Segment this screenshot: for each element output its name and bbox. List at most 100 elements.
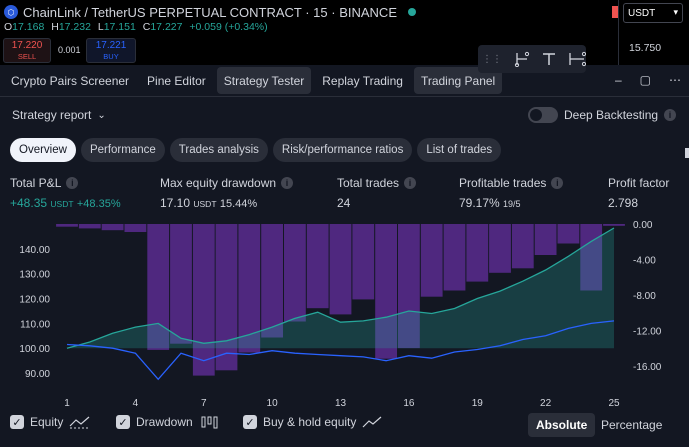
high-value: 17.232 <box>58 21 91 33</box>
tab-strategy-tester[interactable]: Strategy Tester <box>216 67 312 94</box>
text-tool-icon[interactable] <box>542 51 556 67</box>
sell-label: SELL <box>17 52 37 61</box>
chart-legend: ✓ Equity ✓ Drawdown ✓ Buy & hold equity … <box>0 412 689 438</box>
tab-risk-performance-ratios[interactable]: Risk/performance ratios <box>272 138 413 162</box>
equity-line <box>66 227 615 349</box>
left-axis-tick: 120.00 <box>19 295 50 306</box>
buy-label: BUY <box>103 52 119 61</box>
drawdown-bar <box>603 224 625 226</box>
legend-drawdown[interactable]: ✓ Drawdown <box>116 415 221 429</box>
tab-pine-editor[interactable]: Pine Editor <box>147 73 206 88</box>
legend-buy-hold[interactable]: ✓ Buy & hold equity <box>243 415 384 429</box>
drawdown-bar <box>261 224 283 338</box>
x-axis-tick: 25 <box>608 398 620 409</box>
currency-select[interactable]: USDT ▾ <box>623 3 683 23</box>
scrollbar-thumb[interactable] <box>685 148 689 158</box>
drawdown-bar <box>489 224 511 273</box>
close-value: 17.227 <box>150 21 183 33</box>
metric-profit-factor: Profit factor 2.798 <box>608 176 670 210</box>
x-axis-tick: 19 <box>472 398 484 409</box>
drawdown-bar <box>284 224 306 322</box>
drawdown-checkbox[interactable]: ✓ <box>116 415 130 429</box>
info-icon[interactable]: i <box>66 177 79 189</box>
buy-button[interactable]: 17.221 BUY <box>86 38 136 63</box>
report-title: Strategy report <box>12 108 92 122</box>
chevron-down-icon: ▾ <box>673 7 678 17</box>
metric-total-pnl: Total P&L i +48.35 USDT +48.35% <box>10 176 121 210</box>
drawdown-bar <box>238 224 261 353</box>
bar-series-icon <box>201 416 218 429</box>
tab-trades-analysis[interactable]: Trades analysis <box>169 138 268 162</box>
tab-performance[interactable]: Performance <box>80 138 165 162</box>
absolute-button[interactable]: Absolute <box>528 413 596 437</box>
drawdown-bar <box>466 224 489 282</box>
report-subtabs: Overview Performance Trades analysis Ris… <box>10 138 502 162</box>
drag-handle-icon[interactable]: ⋮⋮ <box>482 53 502 65</box>
tab-replay-trading[interactable]: Replay Trading <box>322 73 403 88</box>
buy-hold-line <box>66 320 615 381</box>
tab-crypto-pairs-screener[interactable]: Crypto Pairs Screener <box>11 73 130 88</box>
drawdown-bar <box>420 224 443 297</box>
equity-area <box>67 228 614 349</box>
equity-chart[interactable]: 140.00 130.00 120.00 110.00 100.00 90.00 0.00 -… <box>0 216 689 412</box>
price-marker <box>612 6 618 18</box>
x-axis-tick: 22 <box>540 398 552 409</box>
strategy-report-dropdown[interactable]: Strategy report ⌄ <box>12 108 106 122</box>
drawdown-bar <box>443 224 466 291</box>
collapse-panel-icon[interactable]: – <box>614 73 622 87</box>
toggle-knob <box>530 109 542 121</box>
buy-price: 17.221 <box>95 40 127 51</box>
drawdown-bar <box>557 224 580 244</box>
drawdown-bar <box>398 224 420 349</box>
sell-button[interactable]: 17.220 SELL <box>3 38 51 63</box>
left-axis-tick: 100.00 <box>19 344 50 355</box>
deep-backtesting-toggle[interactable] <box>528 107 558 123</box>
left-axis-tick: 90.00 <box>25 369 50 380</box>
drawdown-bar <box>352 224 375 300</box>
open-value: 17.168 <box>12 21 45 33</box>
chainlink-logo-icon: ⬡ <box>4 5 18 19</box>
tab-list-of-trades[interactable]: List of trades <box>417 138 502 162</box>
more-options-icon[interactable]: ⋯ <box>669 73 681 87</box>
line-series-icon <box>362 416 382 428</box>
equity-checkbox[interactable]: ✓ <box>10 415 24 429</box>
chevron-down-icon: ⌄ <box>97 109 106 121</box>
chart-header: ⬡ ChainLink / TetherUS PERPETUAL CONTRAC… <box>0 0 689 65</box>
area-series-icon <box>69 416 91 429</box>
x-axis-tick: 10 <box>267 398 279 409</box>
info-icon[interactable]: i <box>664 109 677 121</box>
drawdown-bar <box>192 224 215 376</box>
right-axis-tick: -4.00 <box>633 256 656 267</box>
right-axis-tick: -8.00 <box>633 291 656 302</box>
panel-divider <box>0 96 689 97</box>
drawdown-bar <box>56 224 78 227</box>
buy-hold-checkbox[interactable]: ✓ <box>243 415 257 429</box>
drawdown-bar <box>170 224 192 344</box>
drawdown-bar <box>534 224 557 255</box>
panel-window-actions: – ▢ ⋯ <box>615 73 681 87</box>
info-icon[interactable]: i <box>551 177 564 189</box>
price-scale[interactable]: USDT ▾ 15.750 <box>618 0 689 65</box>
info-icon[interactable]: i <box>281 177 294 189</box>
drawdown-bar <box>580 224 603 291</box>
percentage-button[interactable]: Percentage <box>601 418 663 432</box>
x-axis-tick: 13 <box>335 398 347 409</box>
x-axis-tick: 1 <box>64 398 70 409</box>
drawing-toolbar[interactable]: ⋮⋮ <box>478 45 586 73</box>
symbol-title[interactable]: ChainLink / TetherUS PERPETUAL CONTRACT … <box>23 4 397 20</box>
legend-equity[interactable]: ✓ Equity <box>10 415 91 429</box>
metric-max-drawdown: Max equity drawdown i 17.10 USDT 15.44% <box>160 176 294 210</box>
x-axis-tick: 4 <box>133 398 139 409</box>
trend-line-icon[interactable] <box>514 51 530 67</box>
info-icon[interactable]: i <box>404 177 417 189</box>
x-axis-tick: 7 <box>201 398 207 409</box>
x-axis-tick: 16 <box>403 398 415 409</box>
drawdown-bar <box>511 224 534 269</box>
metric-profitable-trades: Profitable trades i 79.17% 19/5 <box>459 176 564 210</box>
symbol-title-row[interactable]: ⬡ ChainLink / TetherUS PERPETUAL CONTRAC… <box>4 4 416 20</box>
tab-overview[interactable]: Overview <box>10 138 76 162</box>
scale-price-label: 15.750 <box>629 42 662 54</box>
maximize-panel-icon[interactable]: ▢ <box>639 73 651 87</box>
deep-backtesting-control: Deep Backtesting i <box>528 107 677 123</box>
measure-tool-icon[interactable] <box>568 51 586 67</box>
